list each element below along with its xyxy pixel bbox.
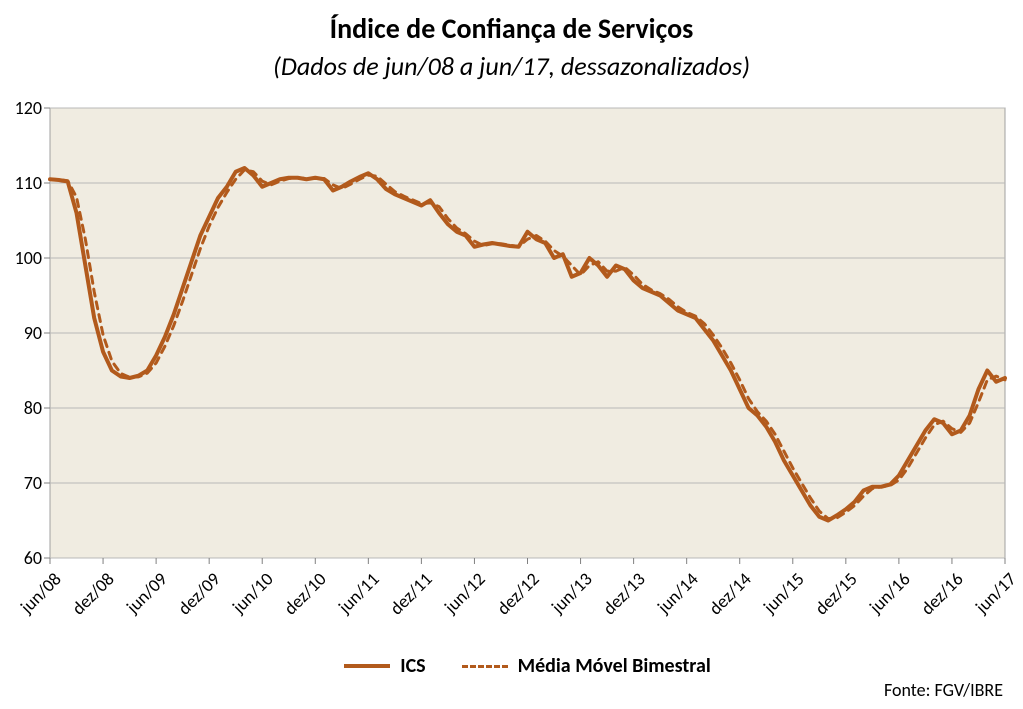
y-tick-label: 70 (24, 472, 42, 494)
x-tick-label: jun/09 (122, 568, 172, 618)
legend-label-mmb: Média Móvel Bimestral (518, 654, 711, 678)
plot-area (50, 108, 1005, 558)
chart-title: Índice de Confiança de Serviços (0, 0, 1023, 45)
legend-label-ics: ICS (400, 654, 425, 678)
legend-item-ics: ICS (344, 654, 425, 678)
y-tick-label: 60 (24, 547, 42, 569)
legend-swatch-mmb (462, 665, 508, 668)
x-tick-label: dez/13 (598, 568, 649, 619)
x-tick-label: dez/14 (704, 568, 755, 619)
legend: ICS Média Móvel Bimestral (50, 650, 1005, 682)
x-tick-label: jun/17 (971, 568, 1021, 618)
x-tick-label: jun/16 (865, 568, 915, 618)
x-tick-label: jun/11 (334, 568, 384, 618)
x-tick-label: dez/15 (810, 568, 861, 619)
x-tick-label: dez/16 (916, 568, 967, 619)
y-tick-label: 110 (15, 172, 42, 194)
x-tick-label: jun/10 (228, 568, 278, 618)
x-tick-label: jun/14 (652, 568, 702, 618)
x-tick-label: dez/12 (492, 568, 543, 619)
x-tick-label: dez/10 (280, 568, 331, 619)
x-tick-label: jun/08 (16, 568, 66, 618)
x-tick-label: jun/13 (546, 568, 596, 618)
y-axis: 60708090100110120 (0, 108, 48, 558)
chart-subtitle: (Dados de jun/08 a jun/17, dessazonaliza… (0, 51, 1023, 82)
x-tick-label: dez/09 (173, 568, 224, 619)
y-tick-label: 100 (15, 247, 42, 269)
legend-swatch-ics (344, 664, 390, 668)
y-tick-label: 120 (15, 97, 42, 119)
y-tick-label: 90 (24, 322, 42, 344)
chart-container: Índice de Confiança de Serviços (Dados d… (0, 0, 1023, 709)
legend-item-mmb: Média Móvel Bimestral (462, 654, 711, 678)
x-tick-label: jun/15 (759, 568, 809, 618)
x-tick-label: dez/11 (386, 568, 437, 619)
y-tick-label: 80 (24, 397, 42, 419)
source-label: Fonte: FGV/IBRE (884, 679, 1003, 701)
x-tick-label: dez/08 (67, 568, 118, 619)
x-axis: jun/08dez/08jun/09dez/09jun/10dez/10jun/… (50, 568, 1005, 658)
x-tick-label: jun/12 (440, 568, 490, 618)
plot-svg (50, 108, 1005, 558)
